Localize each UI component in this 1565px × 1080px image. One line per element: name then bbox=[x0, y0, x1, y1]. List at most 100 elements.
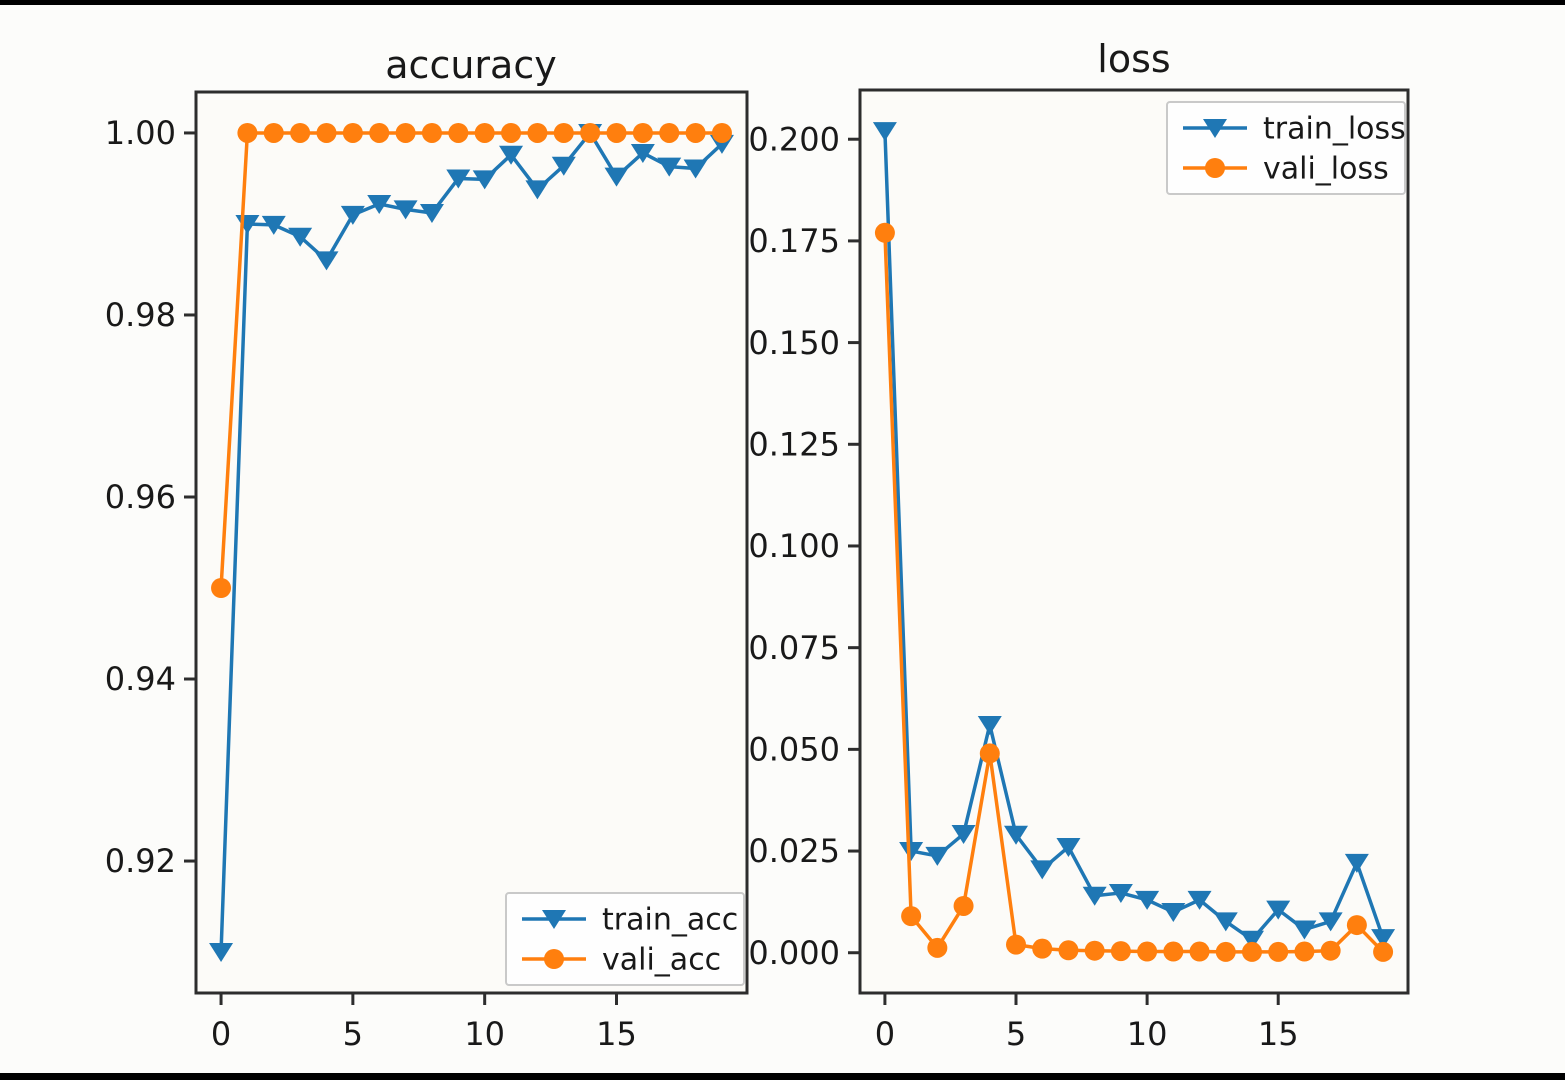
vali_acc-marker bbox=[659, 122, 680, 143]
vali_acc-marker bbox=[316, 122, 337, 143]
vali_acc-marker bbox=[290, 122, 311, 143]
train_loss-marker bbox=[925, 846, 950, 866]
plot-area bbox=[194, 90, 749, 995]
legend-box bbox=[505, 892, 745, 986]
y-tick-label: 0.050 bbox=[748, 731, 840, 769]
vali_loss-marker bbox=[1058, 940, 1079, 961]
y-tick-label: 0.175 bbox=[748, 222, 840, 260]
train_acc-marker bbox=[683, 159, 708, 179]
train_loss-marker bbox=[1161, 903, 1186, 923]
y-tick-label: 0.98 bbox=[105, 296, 176, 334]
vali_acc-marker bbox=[395, 122, 416, 143]
legend-vali_acc-marker bbox=[544, 949, 564, 969]
y-tick-label: 0.075 bbox=[748, 629, 840, 667]
train_loss-marker bbox=[1318, 912, 1343, 932]
y-tick-label: 0.025 bbox=[748, 832, 840, 870]
vali_acc-marker bbox=[448, 122, 469, 143]
x-tick-label: 10 bbox=[464, 1015, 505, 1053]
train_loss-marker bbox=[1344, 853, 1369, 873]
y-tick-label: 0.150 bbox=[748, 324, 840, 362]
x-tick-label: 5 bbox=[343, 1015, 363, 1053]
legend-loss: train_loss vali_loss bbox=[1166, 101, 1406, 195]
vali_loss-marker bbox=[874, 222, 895, 243]
loss-chart-title: loss bbox=[1097, 37, 1170, 81]
train_acc-marker bbox=[551, 156, 576, 176]
vali_loss-marker bbox=[1032, 938, 1053, 959]
legend-vali_loss-marker bbox=[1205, 158, 1225, 178]
accuracy-chart: 1.00 0.98 0.96 0.94 0.92 0 5 10 15 train_acc vali_… bbox=[105, 90, 749, 1053]
vali_loss-marker bbox=[1268, 941, 1289, 962]
train_loss-marker bbox=[1213, 912, 1238, 932]
train_acc-marker bbox=[340, 205, 365, 225]
y-tick-label: 0.96 bbox=[105, 478, 176, 516]
train_loss-marker bbox=[1266, 900, 1291, 920]
legend-label-train_loss: train_loss bbox=[1263, 112, 1406, 147]
train_acc-marker bbox=[472, 170, 497, 190]
legend-label-train_acc: train_acc bbox=[602, 903, 738, 938]
train_loss-marker bbox=[1371, 929, 1396, 949]
y-tick-label: 0.000 bbox=[748, 934, 840, 972]
x-tick-label: 10 bbox=[1127, 1015, 1168, 1053]
y-tick-label: 0.125 bbox=[748, 425, 840, 463]
train_loss-marker bbox=[1056, 837, 1081, 857]
vali_loss-marker bbox=[1346, 915, 1367, 936]
legend-train_acc-marker bbox=[542, 910, 566, 929]
legend-train_loss-marker bbox=[1203, 119, 1227, 138]
train_acc-marker bbox=[657, 157, 682, 177]
train_loss-marker bbox=[977, 715, 1002, 735]
train_loss-marker bbox=[1082, 886, 1107, 906]
vali_loss-marker bbox=[1241, 941, 1262, 962]
legend-accuracy: train_acc vali_acc bbox=[505, 892, 745, 986]
vali_acc-marker bbox=[501, 122, 522, 143]
vali_acc-marker bbox=[211, 578, 232, 599]
vali_loss-marker bbox=[1163, 941, 1184, 962]
train_acc-marker bbox=[446, 169, 471, 189]
train_loss-marker bbox=[1004, 825, 1029, 845]
legend-label-vali_acc: vali_acc bbox=[602, 943, 721, 978]
vali_acc-marker bbox=[527, 122, 548, 143]
letterbox-top bbox=[0, 0, 1565, 5]
train_acc-marker bbox=[630, 143, 655, 163]
legend-box bbox=[1166, 101, 1406, 195]
train_acc-marker bbox=[261, 215, 286, 235]
vali_loss-marker bbox=[1215, 941, 1236, 962]
x-tick-label: 5 bbox=[1006, 1015, 1026, 1053]
vali_acc-marker bbox=[685, 122, 706, 143]
train_loss-marker bbox=[1292, 920, 1317, 940]
train_loss-marker bbox=[1239, 930, 1264, 950]
vali_acc-marker bbox=[369, 122, 390, 143]
vali_acc-marker bbox=[553, 122, 574, 143]
train_loss-marker bbox=[1187, 890, 1212, 910]
y-tick-label: 0.94 bbox=[105, 660, 176, 698]
vali_acc-marker bbox=[342, 122, 363, 143]
train_loss-marker bbox=[872, 122, 897, 142]
x-tick-label: 0 bbox=[211, 1015, 231, 1053]
y-tick-label: 1.00 bbox=[105, 114, 176, 152]
vali_acc-marker bbox=[237, 122, 258, 143]
train_acc-marker bbox=[393, 200, 418, 220]
train_acc-marker bbox=[314, 251, 339, 271]
train_loss-marker bbox=[951, 824, 976, 844]
vali_loss-marker bbox=[901, 906, 922, 927]
y-tick-label: 0.100 bbox=[748, 527, 840, 565]
accuracy-chart-title: accuracy bbox=[385, 43, 556, 87]
train_loss-marker bbox=[899, 842, 924, 862]
vali_loss-marker bbox=[1373, 941, 1394, 962]
y-tick-label: 0.92 bbox=[105, 842, 176, 880]
vali_loss-marker bbox=[927, 937, 948, 958]
x-tick-label: 15 bbox=[596, 1015, 637, 1053]
vali_acc-marker bbox=[711, 122, 732, 143]
vali_loss-marker bbox=[1294, 941, 1315, 962]
vali_acc-marker bbox=[474, 122, 495, 143]
vali_loss-marker bbox=[1320, 940, 1341, 961]
train_acc-marker bbox=[367, 194, 392, 214]
vali_acc-marker bbox=[606, 122, 627, 143]
vali_loss-marker bbox=[1137, 941, 1158, 962]
vali_loss-marker bbox=[979, 743, 1000, 764]
train_loss-marker bbox=[1108, 883, 1133, 903]
train_acc-marker bbox=[288, 227, 313, 247]
legend-label-vali_loss: vali_loss bbox=[1263, 152, 1389, 187]
vali_acc-marker bbox=[632, 122, 653, 143]
train_acc-marker bbox=[419, 204, 444, 224]
